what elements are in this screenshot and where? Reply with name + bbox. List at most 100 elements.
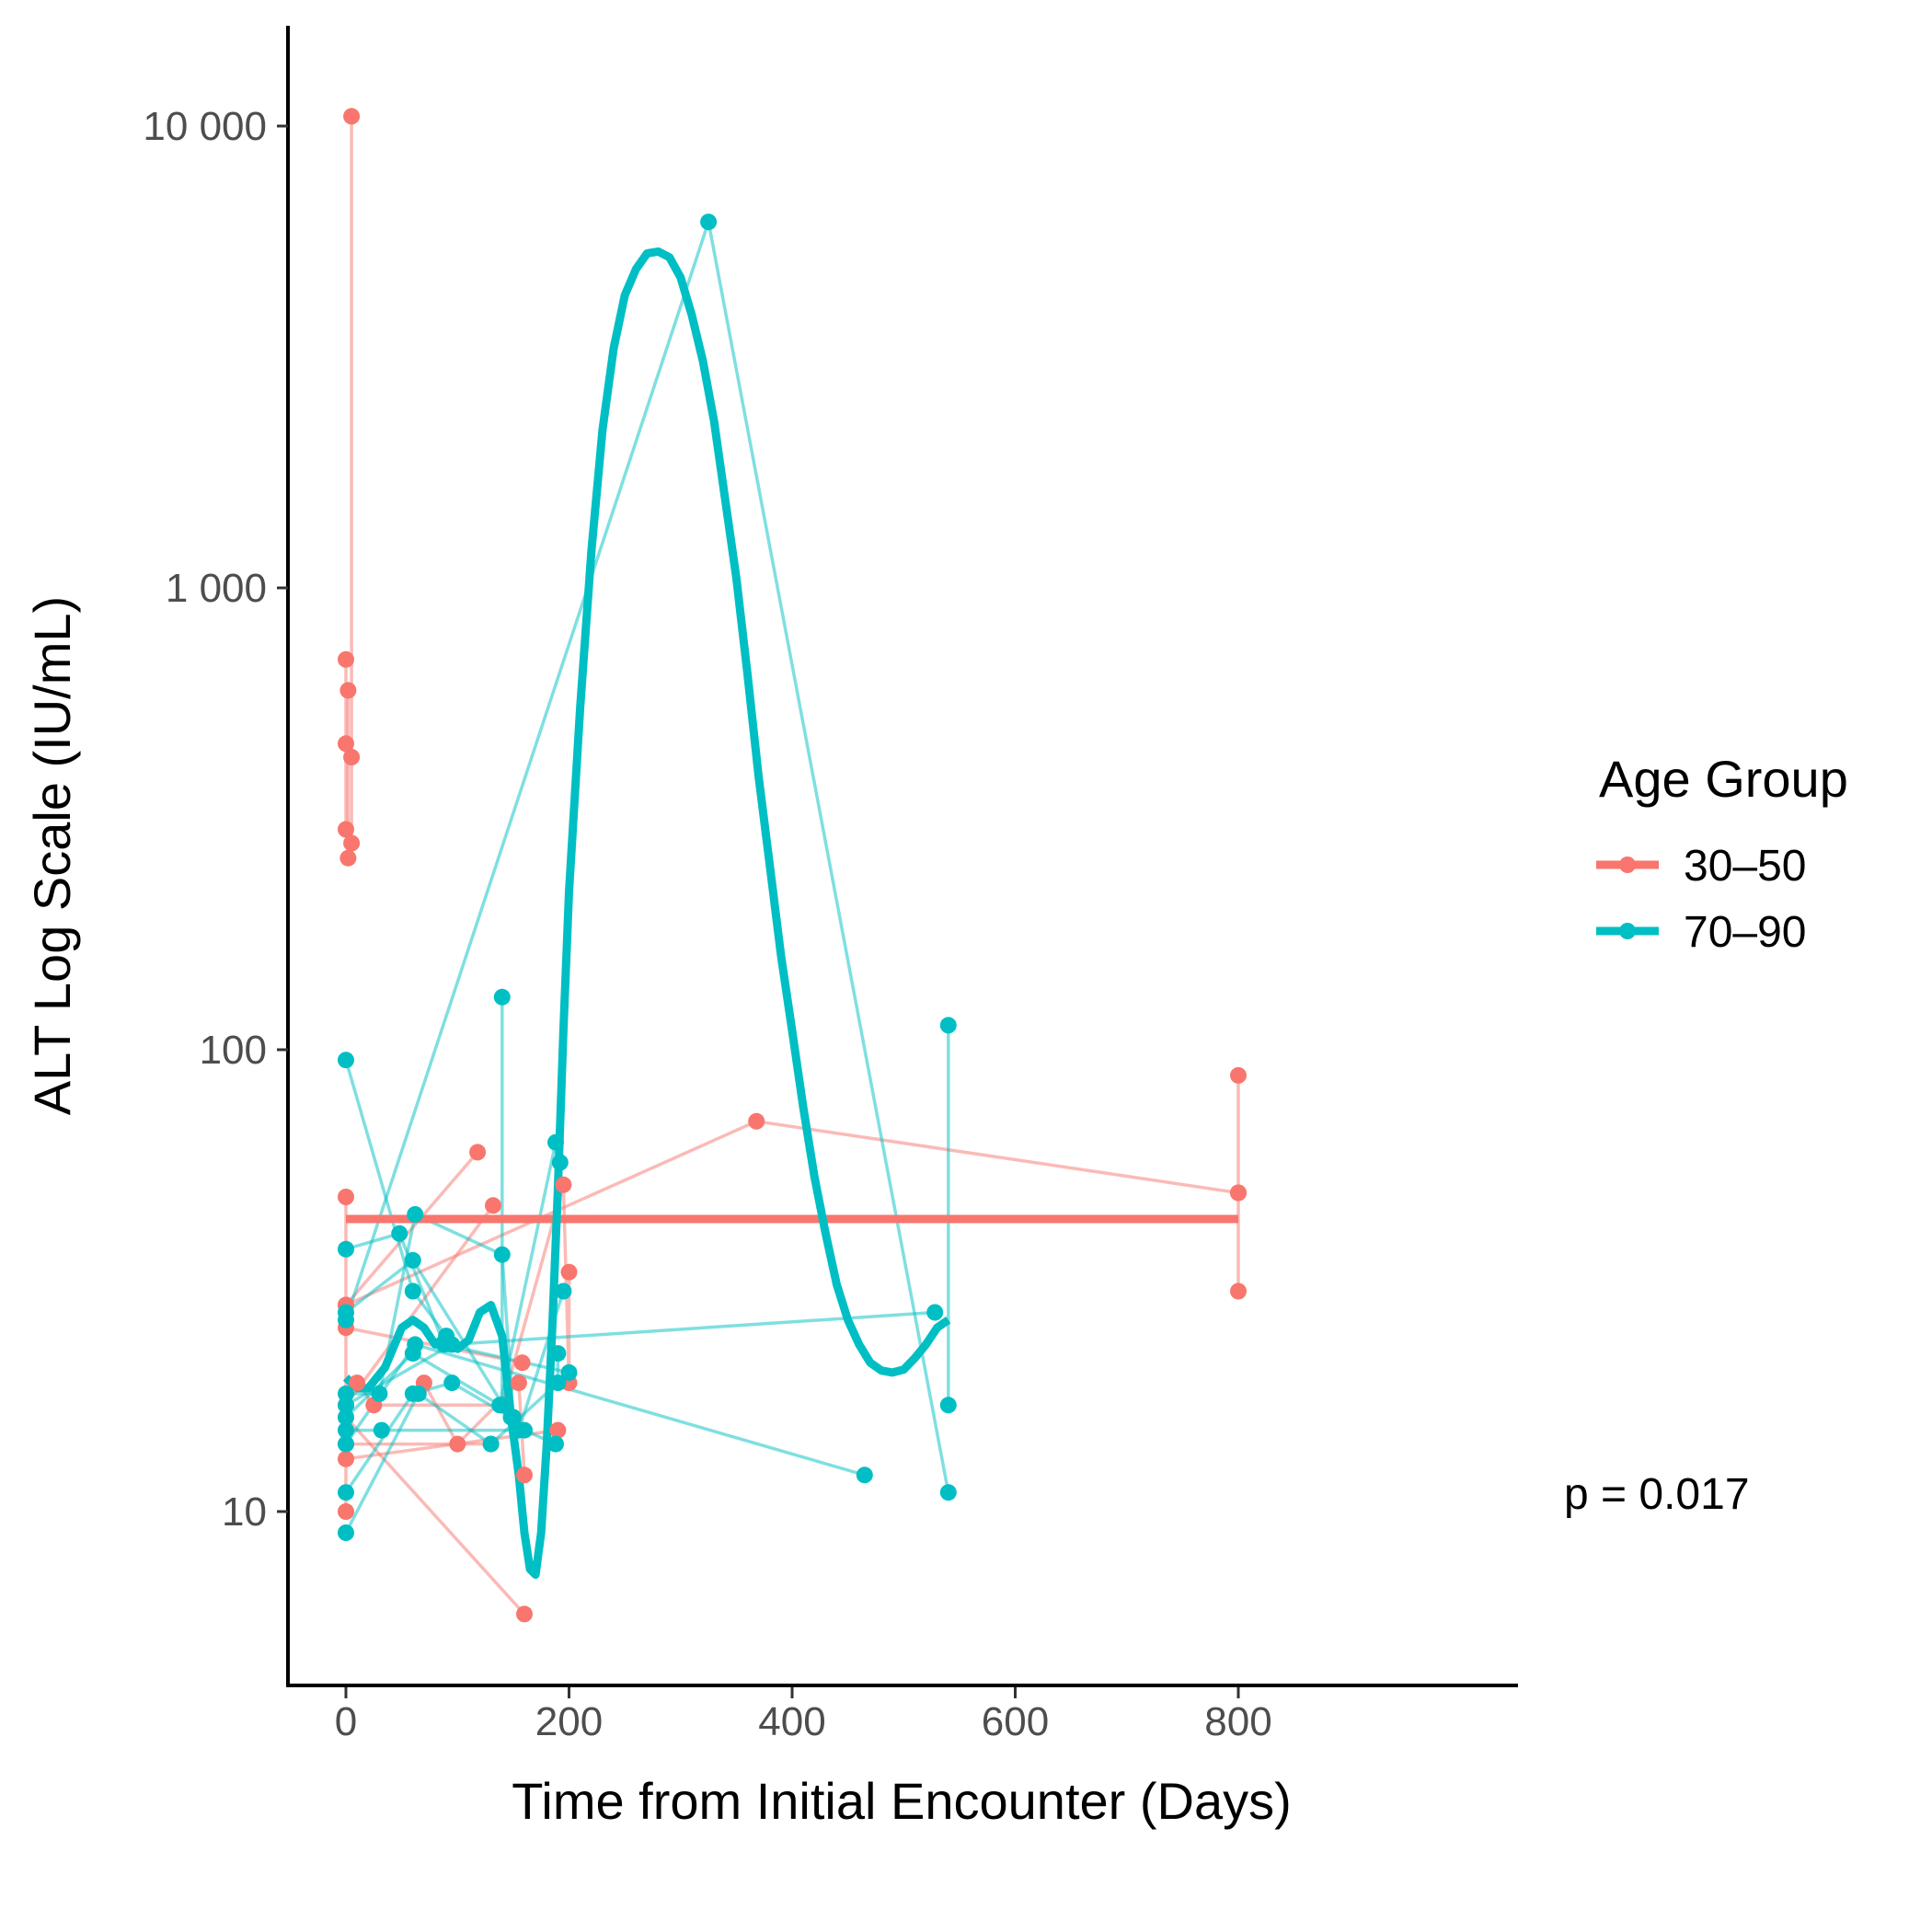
data-point xyxy=(338,1421,354,1439)
data-point xyxy=(343,834,361,852)
x-tick-label: 0 xyxy=(335,1699,357,1744)
legend-label: 70–90 xyxy=(1684,908,1806,957)
y-tick-label: 1 000 xyxy=(166,566,267,611)
p-value-annotation: p = 0.017 xyxy=(1564,1470,1750,1519)
legend-point-swatch xyxy=(1619,923,1636,939)
legend-point-swatch xyxy=(1619,857,1636,873)
data-point xyxy=(549,1421,567,1439)
data-point xyxy=(502,1409,520,1426)
legend-item-2: 70–90 xyxy=(1596,908,1806,957)
data-point xyxy=(338,735,354,753)
data-point xyxy=(551,1154,569,1171)
legend-items: 30–50 70–90 xyxy=(1596,842,1806,957)
legend-label: 30–50 xyxy=(1684,842,1806,891)
x-axis-ticks: 0 200 400 600 800 xyxy=(335,1687,1272,1744)
data-point xyxy=(549,1345,567,1363)
y-axis-ticks: 10 100 1 000 10 000 xyxy=(143,104,288,1535)
data-point xyxy=(513,1354,531,1372)
data-point xyxy=(748,1112,765,1130)
data-point xyxy=(338,821,354,838)
data-point xyxy=(338,1524,354,1541)
data-point xyxy=(343,749,361,765)
data-point xyxy=(404,1251,421,1269)
data-point xyxy=(339,849,357,867)
x-tick-label: 800 xyxy=(1204,1699,1271,1744)
data-point xyxy=(338,1240,354,1258)
legend-title: Age Group xyxy=(1599,750,1848,808)
data-point xyxy=(555,1282,572,1300)
data-point xyxy=(926,1304,944,1321)
x-tick-label: 600 xyxy=(982,1699,1049,1744)
data-point xyxy=(407,1336,424,1353)
data-point xyxy=(493,1397,511,1414)
x-tick-label: 400 xyxy=(758,1699,825,1744)
data-point xyxy=(371,1385,388,1402)
data-point xyxy=(1230,1282,1247,1300)
data-point xyxy=(338,1503,354,1520)
plot-data-layer xyxy=(344,116,1240,1616)
data-point xyxy=(856,1466,873,1484)
patient-line-2-1 xyxy=(344,1059,448,1338)
data-point xyxy=(482,1435,500,1453)
data-point xyxy=(493,988,511,1006)
x-tick-label: 200 xyxy=(535,1699,603,1744)
patient-line-2-8 xyxy=(344,1342,866,1477)
data-point xyxy=(338,1484,354,1501)
data-point xyxy=(1230,1066,1247,1084)
y-tick-label: 10 xyxy=(222,1489,267,1535)
data-point xyxy=(560,1363,578,1381)
data-point xyxy=(516,1421,533,1439)
data-point xyxy=(547,1133,564,1151)
data-point xyxy=(516,1466,533,1484)
legend-item-1: 30–50 xyxy=(1596,842,1806,891)
data-point xyxy=(700,213,718,231)
data-point xyxy=(485,1197,501,1214)
data-point xyxy=(373,1421,390,1439)
data-point xyxy=(449,1435,466,1453)
data-point xyxy=(339,682,357,699)
patient-line-2-9 xyxy=(344,1381,512,1494)
data-point xyxy=(547,1435,564,1453)
data-point xyxy=(338,1450,354,1467)
data-point xyxy=(349,1374,366,1392)
data-point xyxy=(469,1144,487,1161)
data-point xyxy=(338,1409,354,1426)
data-point xyxy=(493,1246,511,1263)
data-point xyxy=(407,1206,424,1223)
patient-line-1-11 xyxy=(345,1119,1240,1307)
data-point xyxy=(516,1605,533,1623)
data-point xyxy=(338,1435,354,1453)
data-point xyxy=(338,1311,354,1328)
data-point xyxy=(409,1385,427,1402)
data-point xyxy=(560,1263,578,1281)
data-point xyxy=(391,1225,408,1242)
data-point xyxy=(1230,1184,1247,1202)
legend: Age Group 30–50 70–90 xyxy=(1596,750,1848,957)
x-axis-title: Time from Initial Encounter (Days) xyxy=(512,1772,1292,1830)
data-point xyxy=(404,1282,421,1300)
data-point xyxy=(443,1374,461,1392)
data-point xyxy=(338,1385,354,1402)
data-point xyxy=(939,1397,957,1414)
data-point xyxy=(338,1189,354,1205)
trend-line-2 xyxy=(342,247,951,1580)
data-point xyxy=(443,1336,461,1353)
y-tick-label: 10 000 xyxy=(143,104,267,149)
data-point xyxy=(510,1374,527,1392)
data-point xyxy=(338,1052,354,1069)
data-point xyxy=(343,108,361,125)
data-points-layer xyxy=(338,108,1247,1623)
patient-line-2-4 xyxy=(344,215,950,1493)
data-point xyxy=(939,1484,957,1501)
y-tick-label: 100 xyxy=(200,1028,267,1073)
data-point xyxy=(939,1017,957,1034)
data-point xyxy=(338,1397,354,1414)
trend-lines-layer xyxy=(342,247,1238,1580)
data-point xyxy=(555,1176,572,1193)
data-point xyxy=(338,650,354,668)
data-point xyxy=(549,1374,567,1392)
patient-line-2-7 xyxy=(346,1428,557,1446)
y-axis-title: ALT Log Scale (IU/mL) xyxy=(23,596,81,1115)
